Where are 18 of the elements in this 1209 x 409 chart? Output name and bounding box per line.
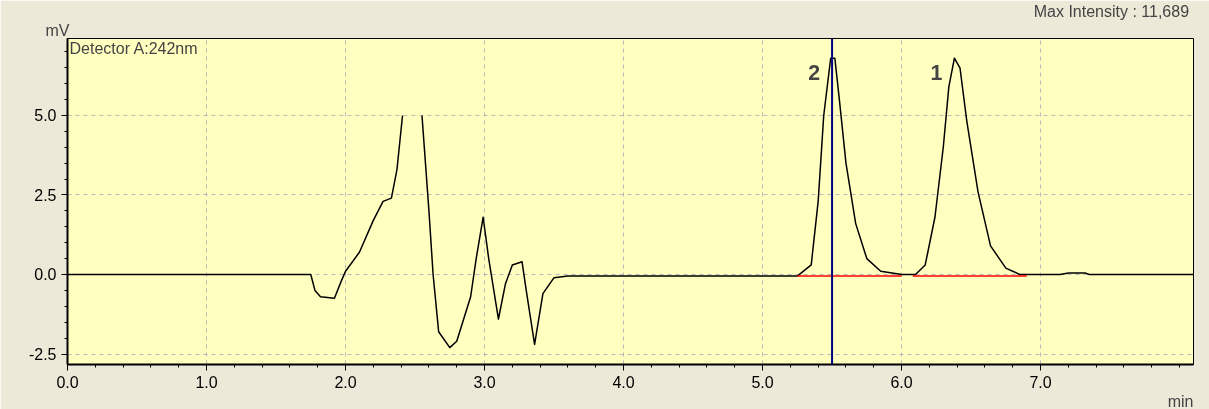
- annotation: 2: [808, 61, 821, 86]
- annotation: 1: [930, 61, 943, 86]
- x-tick-label: 6.0: [890, 373, 913, 391]
- x-tick-label: 0.0: [56, 373, 79, 391]
- x-tick-label: 4.0: [612, 373, 635, 391]
- y-tick-label: -2.5: [28, 346, 57, 363]
- x-tick-label: 1.0: [195, 373, 218, 391]
- annotation: Detector A:242nm: [69, 39, 198, 57]
- x-tick-label: 7.0: [1029, 373, 1052, 391]
- text: Max Intensity : 11,689: [1033, 2, 1190, 20]
- y-tick-label: 0.0: [34, 266, 57, 284]
- x-tick-label: 3.0: [473, 373, 496, 391]
- x-tick-label: 2.0: [334, 373, 357, 391]
- x-axis-title: min: [1167, 392, 1194, 409]
- x-tick-label: 5.0: [751, 373, 774, 391]
- y-tick-label: 5.0: [34, 107, 57, 125]
- y-axis-title: mV: [45, 21, 70, 39]
- y-tick-label: 2.5: [34, 186, 57, 204]
